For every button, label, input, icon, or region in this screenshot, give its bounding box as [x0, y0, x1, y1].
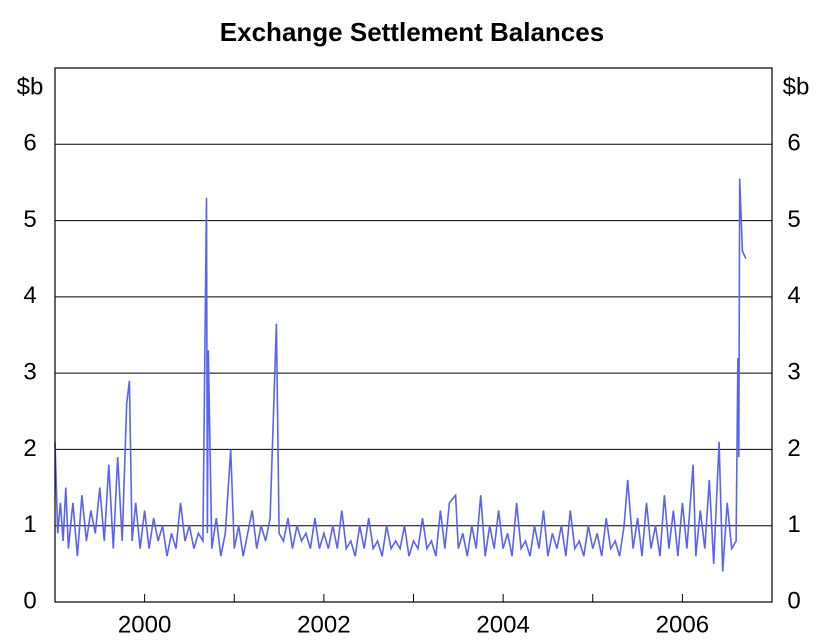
- chart-title: Exchange Settlement Balances: [220, 17, 604, 47]
- x-tick-label: 2006: [656, 611, 709, 638]
- y-tick-label: 0: [23, 587, 36, 614]
- y2-tick-label: 3: [787, 358, 800, 385]
- y2-tick-label: 5: [787, 206, 800, 233]
- y2-tick-label: 1: [787, 511, 800, 538]
- x-tick-label: 2002: [297, 611, 350, 638]
- x-tick-label: 2004: [476, 611, 529, 638]
- plot-frame: [54, 67, 773, 603]
- y-tick-label: 3: [23, 358, 36, 385]
- y-tick-label: 4: [23, 282, 36, 309]
- x-tick-label: 2000: [118, 611, 171, 638]
- data-line: [54, 178, 747, 572]
- y2-tick-label: 6: [787, 130, 800, 157]
- y-tick-label: 5: [23, 206, 36, 233]
- y2-tick-label: 2: [787, 435, 800, 462]
- y-tick-label: 6: [23, 130, 36, 157]
- y2-tick-label: 0: [787, 587, 800, 614]
- y-tick-label: 2: [23, 435, 36, 462]
- y-tick-label: 1: [23, 511, 36, 538]
- y-unit: $b: [17, 73, 44, 100]
- y2-unit: $b: [783, 73, 810, 100]
- y2-tick-label: 4: [787, 282, 800, 309]
